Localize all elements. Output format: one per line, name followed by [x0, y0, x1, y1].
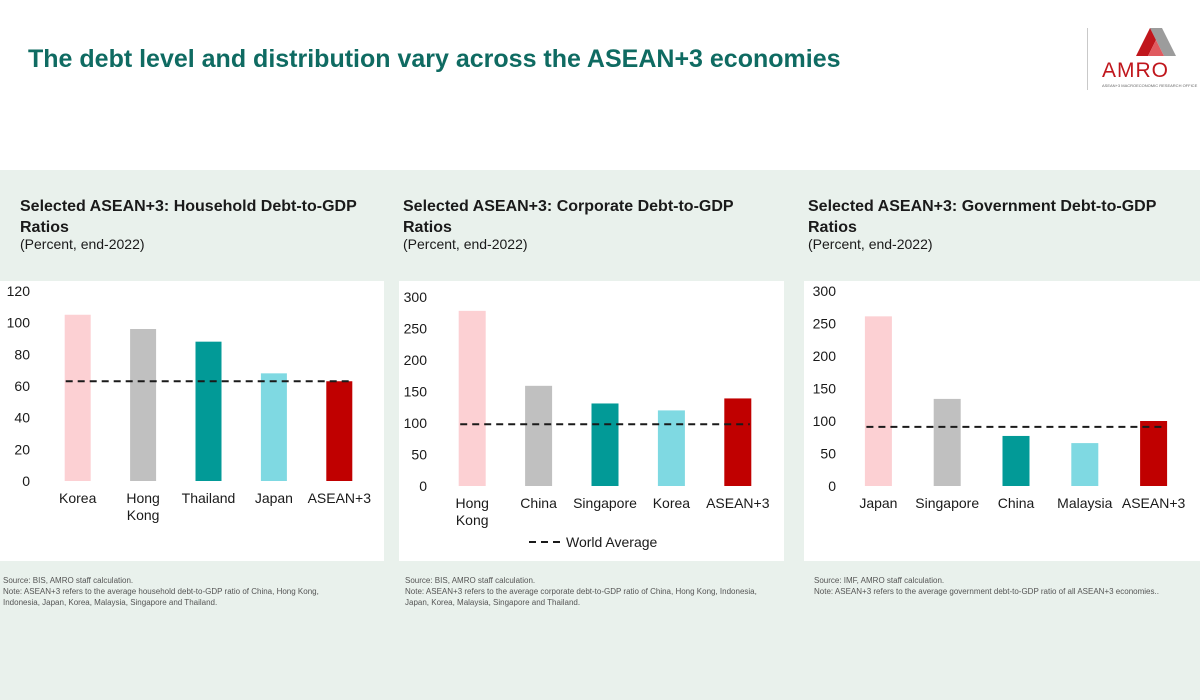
- note-text: Note: ASEAN+3 refers to the average corp…: [405, 587, 757, 607]
- y-tick-label: 80: [14, 346, 30, 362]
- x-tick-label-line: Hong: [455, 495, 488, 511]
- amro-logo: AMRO ASEAN+3 MACROECONOMIC RESEARCH OFFI…: [1087, 28, 1200, 90]
- chart-corporate-svg: 0 50 100 150 200 250 300 Hong Kong China Singapore…: [404, 289, 770, 550]
- panel-notes-corporate: Source: BIS, AMRO staff calculation. Not…: [405, 575, 770, 608]
- x-tick-label: Hong Kong: [126, 490, 159, 523]
- bar: [195, 341, 222, 481]
- note-text: Note: ASEAN+3 refers to the average gove…: [814, 587, 1159, 596]
- page-title: The debt level and distribution vary acr…: [28, 45, 841, 73]
- logo-mark-icon: [1136, 28, 1176, 56]
- bar: [326, 381, 353, 481]
- x-tick-label-line: ASEAN+3: [308, 490, 372, 506]
- x-tick-label-line: Korea: [653, 495, 691, 511]
- x-tick-label-line: China: [520, 495, 557, 511]
- x-tick-label: China: [520, 495, 557, 511]
- source-text: Source: BIS, AMRO staff calculation.: [3, 576, 134, 585]
- y-tick-label: 60: [14, 378, 30, 394]
- x-tick-label-line: ASEAN+3: [1122, 495, 1186, 511]
- y-tick-label: 40: [14, 410, 30, 426]
- x-tick-label-line: China: [998, 495, 1035, 511]
- y-tick-label: 0: [22, 473, 30, 489]
- x-tick-label-line: Kong: [456, 512, 489, 528]
- y-tick-label: 0: [828, 478, 836, 494]
- x-tick-label-line: Singapore: [915, 495, 979, 511]
- chart-government-svg: 0 50 100 150 200 250 300 Japan Singapore China Mal…: [813, 283, 1186, 511]
- x-tick-label-line: Singapore: [573, 495, 637, 511]
- legend-label: World Average: [566, 534, 658, 550]
- y-tick-label: 300: [404, 289, 428, 305]
- x-tick-label: China: [998, 495, 1035, 511]
- note-text: Note: ASEAN+3 refers to the average hous…: [3, 587, 319, 607]
- x-tick-label: Malaysia: [1057, 495, 1112, 511]
- y-tick-label: 100: [404, 415, 428, 431]
- x-tick-label: Korea: [653, 495, 691, 511]
- y-tick-label: 50: [411, 447, 427, 463]
- bar: [260, 373, 287, 481]
- bar: [525, 385, 553, 486]
- chart-corporate: 0 50 100 150 200 250 300 Hong Kong China Singapore…: [399, 281, 784, 561]
- x-tick-label: Korea: [59, 490, 97, 506]
- panel-subtitle-household: (Percent, end-2022): [20, 236, 145, 252]
- source-text: Source: BIS, AMRO staff calculation.: [405, 576, 536, 585]
- panel-title-household: Selected ASEAN+3: Household Debt-to-GDP …: [20, 198, 357, 236]
- x-tick-label: Singapore: [573, 495, 637, 511]
- panel-subtitle-corporate: (Percent, end-2022): [403, 236, 528, 252]
- bar: [724, 398, 752, 486]
- bar: [864, 316, 892, 486]
- x-tick-label-line: ASEAN+3: [706, 495, 770, 511]
- y-tick-label: 150: [404, 384, 428, 400]
- logo-wordmark: AMRO: [1102, 59, 1169, 82]
- y-tick-label: 20: [14, 441, 30, 457]
- x-tick-label-line: Kong: [127, 507, 160, 523]
- chart-household-svg: 0 20 40 60 80 100 120 Korea Hong Kong Thailand Japa…: [7, 283, 372, 523]
- x-tick-label-line: Japan: [255, 490, 293, 506]
- y-tick-label: 100: [7, 315, 31, 331]
- x-tick-label: ASEAN+3: [706, 495, 770, 511]
- source-text: Source: IMF, AMRO staff calculation.: [814, 576, 945, 585]
- bar: [1071, 443, 1099, 486]
- x-tick-label-line: Malaysia: [1057, 495, 1112, 511]
- y-tick-label: 250: [404, 321, 428, 337]
- bar: [130, 329, 157, 481]
- x-tick-label: Singapore: [915, 495, 979, 511]
- x-tick-label: Thailand: [182, 490, 236, 506]
- panel-subtitle-government: (Percent, end-2022): [808, 236, 933, 252]
- x-tick-label: ASEAN+3: [308, 490, 372, 506]
- y-tick-label: 0: [419, 478, 427, 494]
- x-tick-label: Japan: [859, 495, 897, 511]
- panel-title-government: Selected ASEAN+3: Government Debt-to-GDP…: [808, 198, 1157, 236]
- bar: [591, 403, 619, 486]
- bar: [458, 310, 486, 486]
- x-tick-label-line: Thailand: [182, 490, 236, 506]
- y-tick-label: 100: [813, 413, 837, 429]
- x-tick-label-line: Japan: [859, 495, 897, 511]
- y-tick-label: 200: [813, 348, 837, 364]
- bar: [657, 410, 685, 486]
- bar: [1002, 435, 1030, 486]
- logo-tagline: ASEAN+3 MACROECONOMIC RESEARCH OFFICE: [1102, 83, 1198, 88]
- y-tick-label: 300: [813, 283, 837, 299]
- x-tick-label: Hong Kong: [455, 495, 488, 528]
- y-tick-label: 120: [7, 283, 31, 299]
- y-tick-label: 200: [404, 352, 428, 368]
- y-tick-label: 250: [813, 316, 837, 332]
- bar: [1140, 421, 1168, 486]
- bar: [64, 314, 91, 481]
- y-tick-label: 150: [813, 381, 837, 397]
- x-tick-label-line: Hong: [126, 490, 159, 506]
- panel-notes-government: Source: IMF, AMRO staff calculation. Not…: [814, 575, 1164, 597]
- chart-household: 0 20 40 60 80 100 120 Korea Hong Kong Thailand Japa…: [0, 281, 384, 561]
- x-tick-label: ASEAN+3: [1122, 495, 1186, 511]
- panel-title-corporate: Selected ASEAN+3: Corporate Debt-to-GDP …: [403, 198, 734, 236]
- chart-government: 0 50 100 150 200 250 300 Japan Singapore China Mal…: [804, 281, 1200, 561]
- x-tick-label-line: Korea: [59, 490, 97, 506]
- panel-notes-household: Source: BIS, AMRO staff calculation. Not…: [3, 575, 348, 608]
- bar: [933, 398, 961, 486]
- y-tick-label: 50: [820, 446, 836, 462]
- x-tick-label: Japan: [255, 490, 293, 506]
